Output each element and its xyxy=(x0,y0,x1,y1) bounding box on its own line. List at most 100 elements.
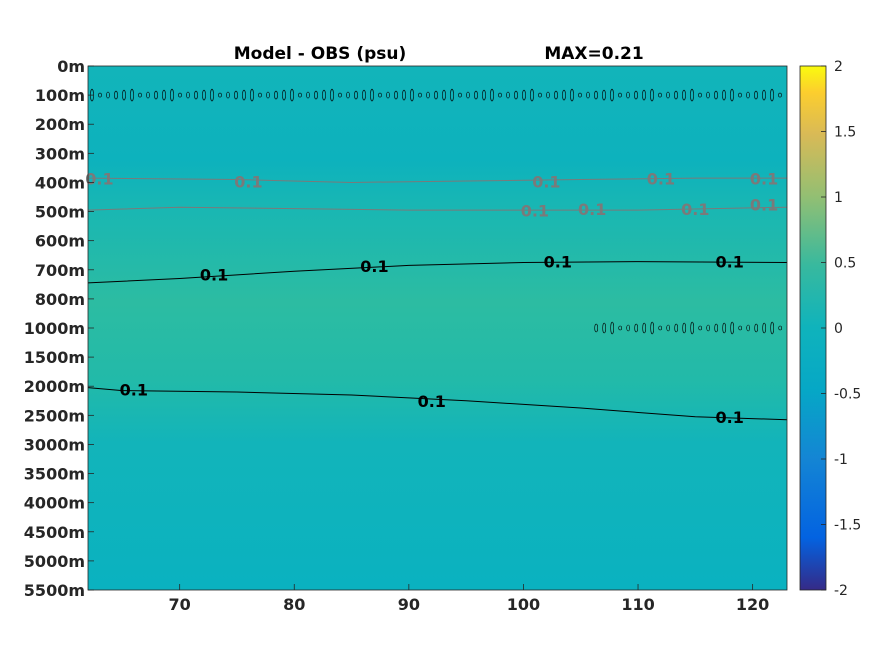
dotted-contour-mark xyxy=(666,324,670,332)
dotted-contour-mark xyxy=(514,90,518,100)
x-tick-label: 110 xyxy=(621,595,654,614)
dotted-contour-mark xyxy=(634,323,638,333)
dotted-contour-mark xyxy=(306,91,310,99)
dotted-contour-mark xyxy=(314,90,318,100)
dotted-contour-mark xyxy=(378,92,382,98)
colorbar-tick-label: -2 xyxy=(834,583,848,599)
contour-lines xyxy=(87,177,788,421)
x-tick-label: 70 xyxy=(169,595,191,614)
contour-label: 0.1 xyxy=(750,196,778,215)
dotted-contour-mark xyxy=(690,88,694,102)
dotted-contour-mark xyxy=(218,92,222,98)
dotted-contour-mark xyxy=(242,89,246,101)
dotted-contour-mark xyxy=(266,91,270,99)
colorbar-tick-label: -0.5 xyxy=(834,387,861,403)
dotted-contour-mark xyxy=(362,89,366,101)
chart-subtitle: MAX=0.21 xyxy=(544,44,643,64)
dotted-contour-mark xyxy=(178,92,182,98)
dotted-contour-mark xyxy=(322,89,326,101)
dotted-contour-mark xyxy=(770,88,774,102)
dotted-contour-mark xyxy=(578,92,582,98)
dotted-contour-mark xyxy=(346,91,350,99)
contour-label: 0.1 xyxy=(418,392,446,411)
dotted-contour-mark xyxy=(690,321,694,335)
dotted-contour-mark xyxy=(98,92,102,98)
y-tick-label: 600m xyxy=(35,232,85,251)
dotted-contour-mark xyxy=(706,324,710,332)
colorbar-tick-label: 2 xyxy=(834,59,843,75)
dotted-contour-mark xyxy=(138,92,142,98)
dotted-contour-mark xyxy=(698,325,702,331)
dotted-contour-mark xyxy=(570,88,574,102)
dotted-contour-mark xyxy=(594,90,598,100)
contour-label: 0.1 xyxy=(578,200,606,219)
contour-label: 0.1 xyxy=(716,253,744,272)
dotted-contour-mark xyxy=(714,90,718,100)
dotted-contour-mark xyxy=(746,91,750,99)
dotted-contour-mark xyxy=(730,321,734,335)
dotted-contour-mark xyxy=(754,90,758,100)
y-tick-label: 1500m xyxy=(24,348,85,367)
dotted-contour-mark xyxy=(778,92,782,98)
x-axis: 70 80 90 100 110 120 xyxy=(169,584,769,614)
contour-label: 0.1 xyxy=(120,381,148,400)
dotted-contour-mark xyxy=(250,88,254,102)
x-tick-label: 80 xyxy=(283,595,305,614)
dotted-contour-mark xyxy=(706,91,710,99)
dotted-contour-mark xyxy=(762,322,766,334)
contour-label: 0.1 xyxy=(647,170,675,189)
dotted-contour-mark xyxy=(594,323,598,333)
dotted-contour-mark xyxy=(618,325,622,331)
dotted-contour-mark xyxy=(626,324,630,332)
dotted-contour-mark xyxy=(658,92,662,98)
dotted-contour-mark xyxy=(762,89,766,101)
y-tick-label: 400m xyxy=(35,173,85,192)
y-tick-label: 800m xyxy=(35,290,85,309)
dotted-contour-mark xyxy=(722,89,726,101)
dotted-contour-mark xyxy=(618,92,622,98)
y-tick-label: 200m xyxy=(35,115,85,134)
dotted-contour-mark xyxy=(194,90,198,100)
colorbar-tick-label: -1.5 xyxy=(834,518,861,534)
contour-line xyxy=(87,387,788,421)
dotted-contour-mark xyxy=(658,325,662,331)
colorbar: 2 1.5 1 0.5 0 -0.5 -1 -1.5 -2 xyxy=(799,59,861,599)
dotted-contour-mark xyxy=(682,89,686,101)
y-tick-label: 5500m xyxy=(24,581,85,600)
dotted-contour-mark xyxy=(530,88,534,102)
y-tick-label: 5000m xyxy=(24,552,85,571)
x-tick-label: 90 xyxy=(398,595,420,614)
dotted-contour-mark xyxy=(626,91,630,99)
dotted-contour-mark xyxy=(562,89,566,101)
dotted-contour-mark xyxy=(418,92,422,98)
contour-line xyxy=(87,206,788,211)
dotted-contour-mark xyxy=(154,90,158,100)
dotted-contour-mark xyxy=(234,90,238,100)
dotted-contour-mark xyxy=(114,90,118,100)
dotted-contour-mark xyxy=(226,91,230,99)
dotted-contour-mark xyxy=(778,325,782,331)
dotted-contour-mark xyxy=(170,88,174,102)
contour-label: 0.1 xyxy=(716,408,744,427)
dotted-contour-mark xyxy=(586,91,590,99)
dotted-contour-mark xyxy=(442,89,446,101)
y-tick-label: 700m xyxy=(35,261,85,280)
colorbar-tick-label: -1 xyxy=(834,452,848,468)
contour-label: 0.1 xyxy=(544,253,572,272)
dotted-contour-mark xyxy=(426,91,430,99)
dotted-contour-mark xyxy=(642,89,646,101)
contour-line xyxy=(87,261,788,284)
dotted-contour-mark xyxy=(386,91,390,99)
dotted-contour-mark xyxy=(410,88,414,102)
dotted-contour-mark xyxy=(482,89,486,101)
contour-label: 0.1 xyxy=(200,266,228,285)
dotted-contour-mark xyxy=(754,323,758,333)
y-tick-label: 4500m xyxy=(24,523,85,542)
y-tick-label: 3000m xyxy=(24,435,85,454)
plot-area: 0.1 0.1 0.1 0.1 0.1 0.1 0.1 0.1 0.1 0.1 0.1 0.1 0.1 0… xyxy=(85,65,788,591)
y-tick-label: 500m xyxy=(35,203,85,222)
dotted-contour-mark xyxy=(666,91,670,99)
y-tick-label: 3500m xyxy=(24,465,85,484)
colorbar-tick-label: 1 xyxy=(834,190,843,206)
dotted-contour-mark xyxy=(402,89,406,101)
